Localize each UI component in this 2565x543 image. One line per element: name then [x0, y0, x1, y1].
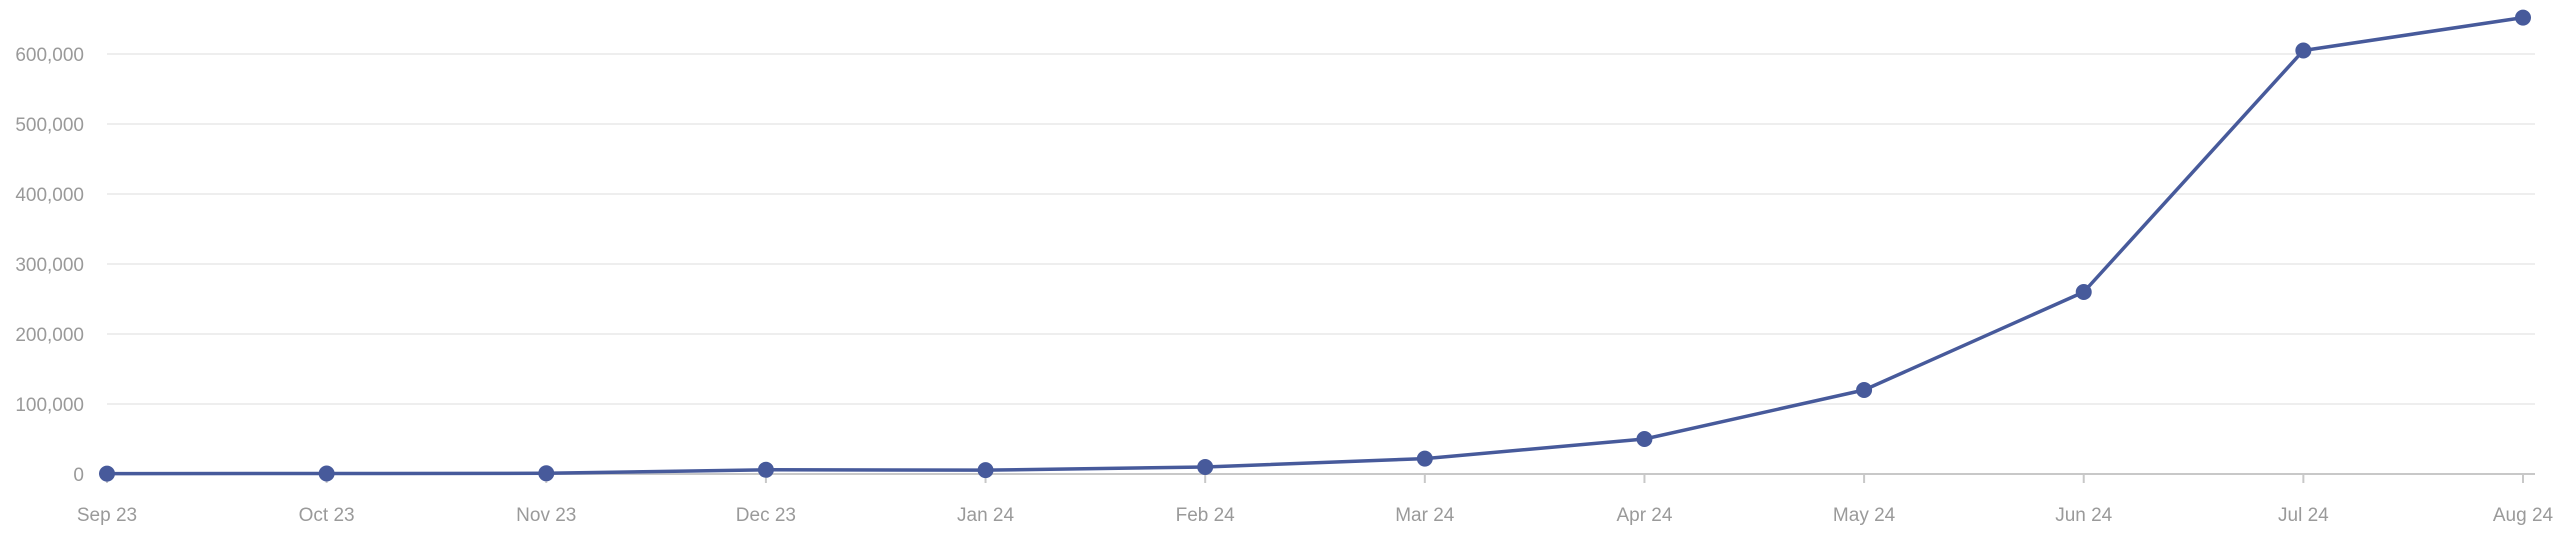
data-point[interactable]	[1636, 431, 1653, 447]
y-tick-label: 500,000	[15, 115, 84, 136]
x-tick-label: Oct 23	[299, 505, 355, 526]
x-tick-label: Dec 23	[736, 505, 796, 526]
data-point[interactable]	[2075, 284, 2092, 300]
data-point[interactable]	[757, 461, 774, 478]
series	[99, 9, 2531, 482]
y-tick-label: 400,000	[15, 185, 84, 206]
data-point[interactable]	[2295, 42, 2312, 59]
data-point[interactable]	[2515, 9, 2531, 26]
y-tick-label: 600,000	[15, 45, 84, 66]
data-point[interactable]	[318, 465, 335, 482]
data-point[interactable]	[1856, 382, 1873, 398]
y-tick-label: 100,000	[15, 395, 84, 416]
x-tick-label: Mar 24	[1395, 505, 1455, 526]
x-tick-label: May 24	[1833, 505, 1896, 526]
data-point[interactable]	[1197, 459, 1214, 475]
x-tick-label: Jan 24	[957, 505, 1014, 526]
data-point[interactable]	[1416, 450, 1433, 467]
y-axis-tick-labels: 0 100,000 200,000 300,000 400,000 500,000 600,…	[15, 45, 84, 486]
y-tick-label: 200,000	[15, 325, 84, 346]
data-point[interactable]	[99, 465, 115, 482]
data-point[interactable]	[977, 462, 994, 479]
x-tick-label: Sep 23	[77, 505, 137, 526]
y-tick-label: 300,000	[15, 255, 84, 276]
series-line	[105, 15, 2525, 476]
x-tick-label: Feb 24	[1176, 505, 1236, 526]
x-tick-label: Jun 24	[2055, 505, 2112, 526]
x-axis-tick-labels: Sep 23 Oct 23 Nov 23 Dec 23 Jan 24 Feb 24 Mar …	[77, 474, 2554, 526]
x-tick-label: Apr 24	[1616, 505, 1672, 526]
y-tick-label: 0	[73, 465, 84, 486]
x-tick-label: Aug 24	[2493, 505, 2554, 526]
x-tick-label: Jul 24	[2278, 505, 2329, 526]
x-tick-label: Nov 23	[516, 505, 576, 526]
grid	[107, 53, 2535, 405]
data-point[interactable]	[538, 465, 555, 482]
